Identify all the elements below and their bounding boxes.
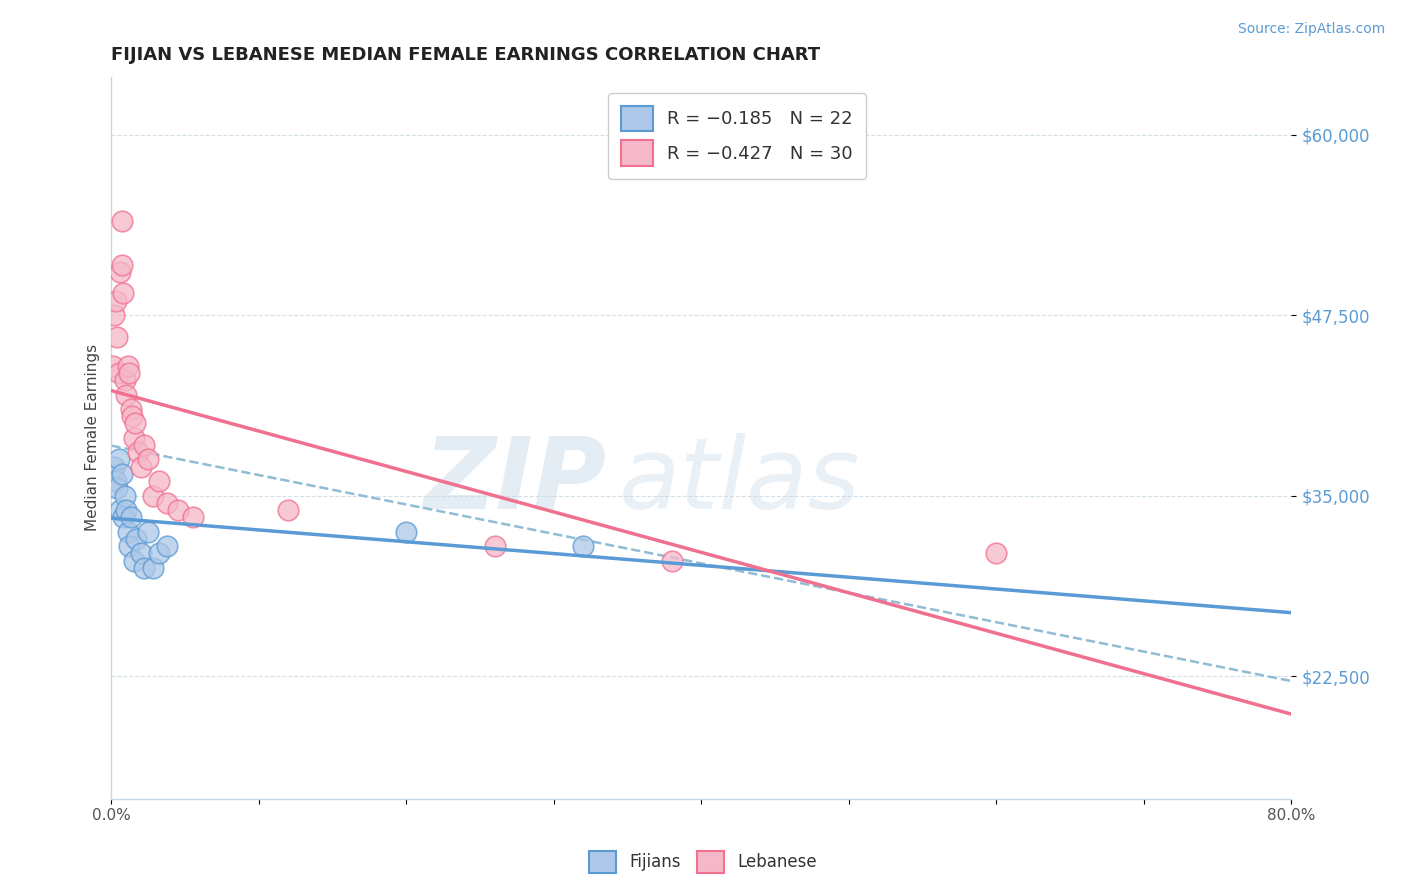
Point — [122, 431, 145, 445]
Point — [132, 438, 155, 452]
Point — [122, 553, 145, 567]
Point — [136, 524, 159, 539]
Point — [103, 308, 125, 322]
Point — [181, 510, 204, 524]
Point — [115, 503, 138, 517]
Legend: Fijians, Lebanese: Fijians, Lebanese — [582, 845, 824, 880]
Point — [120, 510, 142, 524]
Point — [117, 359, 139, 373]
Point — [572, 539, 595, 553]
Text: Source: ZipAtlas.com: Source: ZipAtlas.com — [1237, 22, 1385, 37]
Point — [104, 474, 127, 488]
Y-axis label: Median Female Earnings: Median Female Earnings — [86, 344, 100, 532]
Point — [129, 459, 152, 474]
Point — [132, 561, 155, 575]
Point — [104, 293, 127, 308]
Point — [142, 489, 165, 503]
Point — [112, 286, 135, 301]
Point — [661, 553, 683, 567]
Point — [114, 373, 136, 387]
Point — [986, 546, 1008, 560]
Point — [124, 417, 146, 431]
Point — [125, 532, 148, 546]
Point — [103, 459, 125, 474]
Point — [484, 539, 506, 553]
Point — [107, 452, 129, 467]
Point — [129, 546, 152, 560]
Point — [111, 467, 134, 481]
Point — [277, 503, 299, 517]
Point — [148, 546, 170, 560]
Text: ZIP: ZIP — [425, 433, 607, 530]
Point — [111, 258, 134, 272]
Point — [166, 503, 188, 517]
Text: atlas: atlas — [619, 433, 860, 530]
Point — [136, 452, 159, 467]
Point — [115, 387, 138, 401]
Point — [121, 409, 143, 424]
Point — [110, 503, 132, 517]
Point — [127, 445, 149, 459]
Point — [114, 489, 136, 503]
Point — [112, 510, 135, 524]
Point — [156, 496, 179, 510]
Point — [118, 539, 141, 553]
Point — [148, 474, 170, 488]
Point — [111, 214, 134, 228]
Point — [105, 330, 128, 344]
Point — [105, 481, 128, 495]
Point — [110, 265, 132, 279]
Point — [395, 524, 418, 539]
Point — [118, 366, 141, 380]
Point — [117, 524, 139, 539]
Point — [120, 401, 142, 416]
Legend: R = −0.185   N = 22, R = −0.427   N = 30: R = −0.185 N = 22, R = −0.427 N = 30 — [607, 93, 866, 178]
Point — [107, 366, 129, 380]
Point — [101, 359, 124, 373]
Point — [156, 539, 179, 553]
Point — [142, 561, 165, 575]
Text: FIJIAN VS LEBANESE MEDIAN FEMALE EARNINGS CORRELATION CHART: FIJIAN VS LEBANESE MEDIAN FEMALE EARNING… — [111, 46, 821, 64]
